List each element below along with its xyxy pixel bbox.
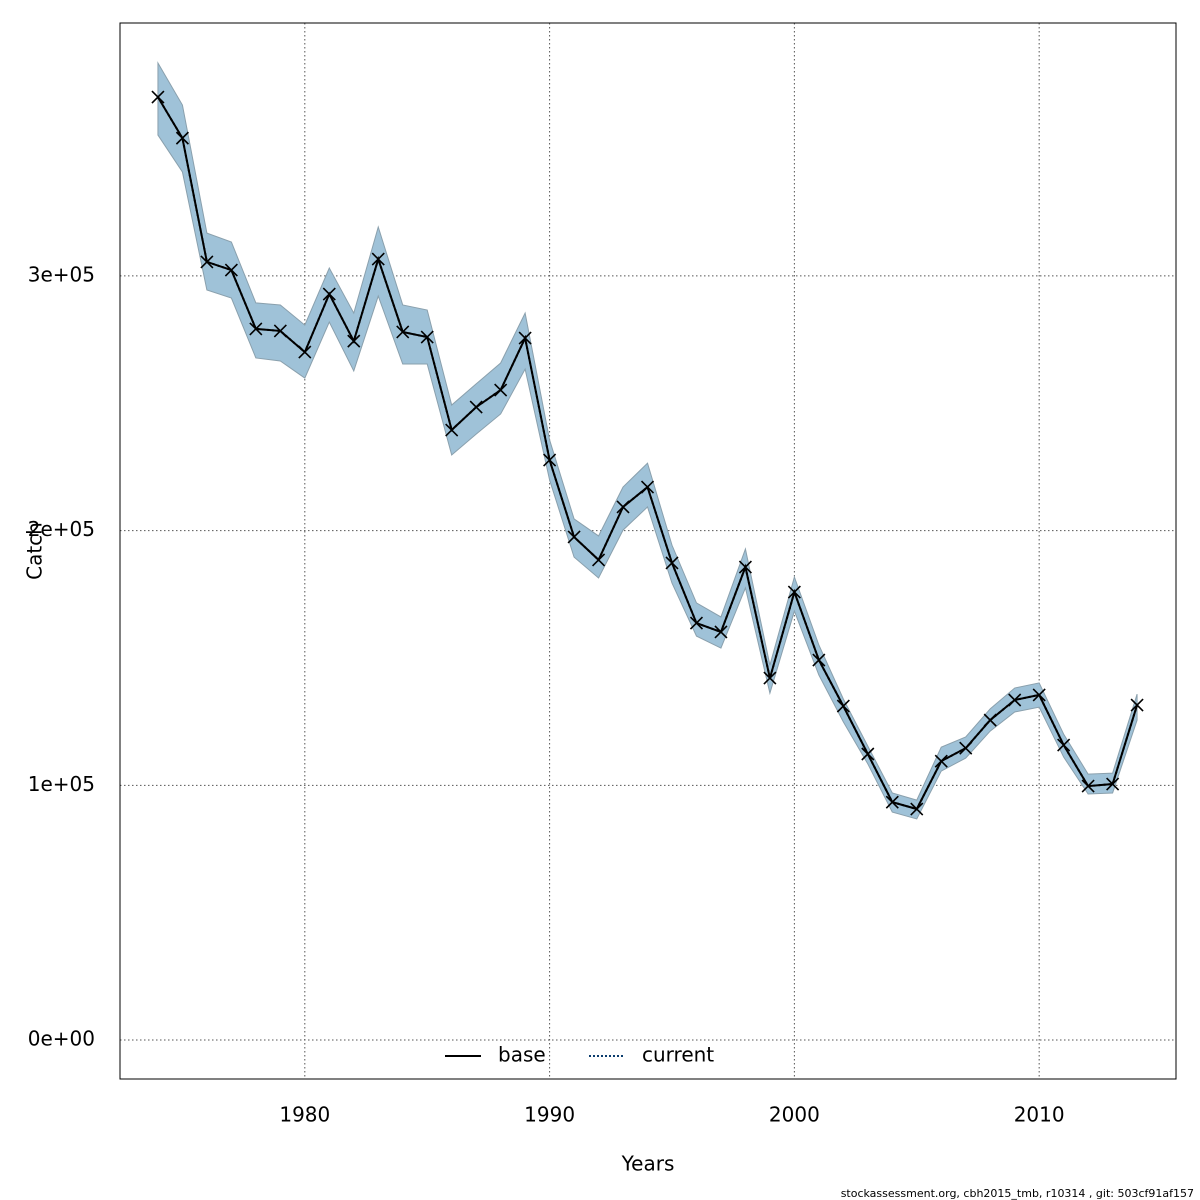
point-marker <box>836 699 850 713</box>
point-marker <box>224 263 238 277</box>
y-tick-label: 0e+00 <box>28 1027 95 1051</box>
point-marker <box>861 747 875 761</box>
point-marker <box>298 345 312 359</box>
point-marker <box>1130 698 1144 712</box>
x-tick-label: 1980 <box>279 1103 330 1127</box>
point-marker <box>591 553 606 567</box>
point-marker <box>714 625 728 639</box>
point-marker <box>616 500 630 514</box>
point-marker <box>273 324 287 338</box>
point-marker <box>738 560 752 574</box>
plot-frame <box>119 22 1177 1080</box>
y-tick-label: 2e+05 <box>28 517 95 541</box>
point-marker <box>249 322 263 336</box>
point-marker <box>347 334 361 348</box>
point-marker <box>396 325 410 339</box>
point-marker <box>420 330 434 344</box>
x-tick-label: 1990 <box>524 1103 575 1127</box>
point-marker <box>885 795 899 809</box>
point-marker <box>812 653 826 667</box>
point-marker <box>175 131 189 145</box>
point-marker <box>494 383 508 397</box>
point-marker <box>200 255 214 269</box>
point-marker <box>1081 779 1095 793</box>
legend-label: base <box>498 1043 546 1067</box>
confidence-band <box>157 61 1138 820</box>
point-marker <box>567 530 581 544</box>
point-marker <box>469 400 483 414</box>
point-marker <box>1008 693 1022 707</box>
point-marker <box>1106 777 1120 791</box>
point-marker <box>322 287 336 301</box>
point-marker <box>445 423 459 437</box>
point-marker <box>934 754 948 768</box>
point-marker <box>543 453 557 467</box>
point-marker <box>1057 738 1071 752</box>
y-tick-label: 1e+05 <box>28 772 95 796</box>
x-tick-label: 2010 <box>1014 1103 1065 1127</box>
point-marker <box>640 480 655 494</box>
point-marker <box>689 616 704 630</box>
point-marker <box>910 802 924 816</box>
legend-label: current <box>642 1043 714 1067</box>
point-marker <box>371 252 385 266</box>
x-axis-label: Years <box>621 1152 675 1176</box>
point-marker <box>787 585 801 599</box>
x-tick-label: 2000 <box>769 1103 820 1127</box>
point-marker <box>1032 688 1046 702</box>
point-marker <box>665 556 679 570</box>
point-marker <box>983 713 997 727</box>
point-marker <box>151 90 165 104</box>
point-marker <box>959 741 973 755</box>
point-marker <box>763 671 777 685</box>
footnote: stockassessment.org, cbh2015_tmb, r10314… <box>841 1187 1194 1200</box>
point-marker <box>518 331 532 345</box>
y-axis-label: Catch <box>23 522 47 580</box>
y-tick-label: 3e+05 <box>28 262 95 286</box>
